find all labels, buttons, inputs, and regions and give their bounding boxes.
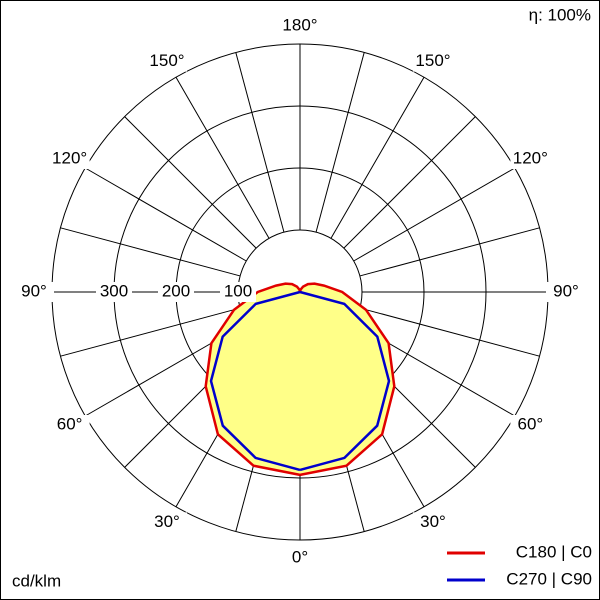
r-tick-label-bg bbox=[158, 282, 194, 302]
angle-label-bg bbox=[147, 512, 187, 533]
series-curve bbox=[299, 290, 391, 472]
radial-grid-line bbox=[60, 227, 241, 277]
labels: 100 200 300 0° 30° 30° 60° 60° 90° 90° 120° 120° 150… bbox=[14, 15, 592, 588]
angle-label-bg bbox=[510, 149, 551, 169]
angle-label: 60° bbox=[57, 414, 83, 433]
angle-label-bg bbox=[49, 149, 90, 169]
series-curve bbox=[204, 282, 302, 477]
angle-label-bg bbox=[14, 282, 54, 302]
angle-label-bg bbox=[280, 548, 320, 568]
r-tick-label-bg bbox=[96, 282, 132, 302]
angle-label-bg bbox=[546, 282, 586, 302]
angle-label: 120° bbox=[513, 148, 548, 167]
radial-grid-line bbox=[343, 116, 476, 249]
angle-label: 120° bbox=[52, 148, 87, 167]
angle-label-bg bbox=[413, 51, 453, 72]
radial-grid-line bbox=[60, 307, 241, 357]
radial-grid-line bbox=[175, 76, 270, 239]
r-tick-label: 300 bbox=[100, 281, 128, 300]
curves bbox=[204, 282, 396, 477]
legend-label: C180 | C0 bbox=[516, 542, 592, 561]
series-curve bbox=[209, 290, 301, 472]
angle-label: 150° bbox=[415, 51, 450, 70]
unit-label: cd/klm bbox=[12, 571, 61, 590]
angle-label: 30° bbox=[420, 512, 446, 531]
radial-grid-line bbox=[235, 52, 285, 233]
angle-label-bg bbox=[280, 16, 320, 36]
angle-label: 90° bbox=[21, 281, 47, 300]
radial-grid-line bbox=[330, 76, 425, 239]
radial-grid-line bbox=[84, 167, 247, 262]
series-curve bbox=[298, 282, 396, 477]
r-tick-label: 200 bbox=[162, 281, 190, 300]
angle-label: 0° bbox=[292, 547, 308, 566]
legend-label: C270 | C90 bbox=[506, 569, 592, 588]
angle-label: 180° bbox=[282, 15, 317, 34]
radial-grid-line bbox=[124, 116, 257, 249]
radial-grid-line bbox=[315, 52, 365, 233]
angle-label: 30° bbox=[154, 512, 180, 531]
r-tick-label-bg bbox=[220, 282, 256, 302]
angle-label: 150° bbox=[149, 51, 184, 70]
r-tick-label: 100 bbox=[224, 281, 252, 300]
angle-label-bg bbox=[510, 415, 551, 435]
angle-label: 90° bbox=[553, 281, 579, 300]
radial-grid-line bbox=[353, 167, 516, 262]
angle-label-bg bbox=[147, 51, 187, 72]
efficiency-label: η: 100% bbox=[529, 5, 591, 24]
angle-label-bg bbox=[49, 415, 90, 435]
radial-grid-line bbox=[359, 227, 540, 277]
radial-grid-line bbox=[359, 307, 540, 357]
angle-label-bg bbox=[413, 512, 453, 533]
angle-label: 60° bbox=[518, 414, 544, 433]
